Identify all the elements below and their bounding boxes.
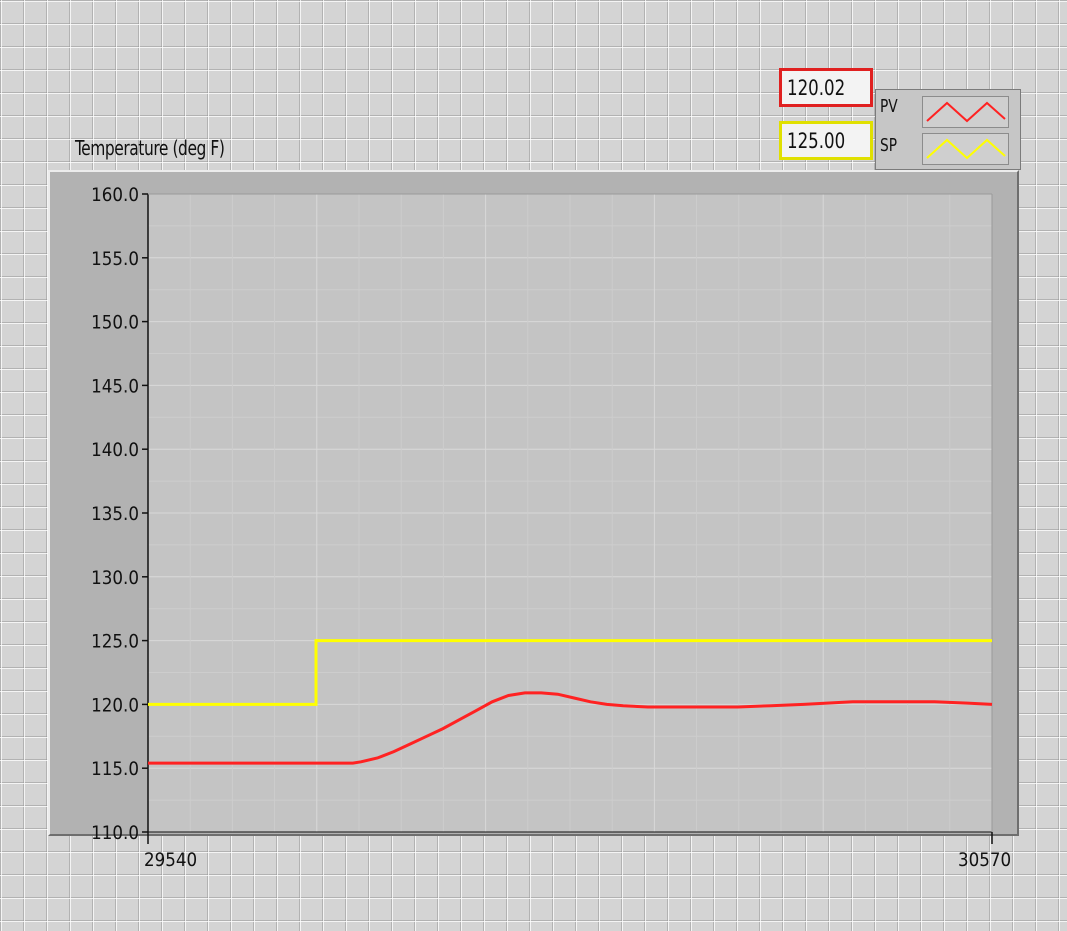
pv-swatch-icon — [926, 101, 1006, 123]
pv-value-indicator[interactable]: 120.02 — [779, 68, 873, 107]
y-tick-label: 130.0 — [91, 567, 139, 589]
legend-label-pv: PV — [880, 96, 898, 117]
y-tick-label: 110.0 — [91, 822, 139, 844]
y-tick-label: 160.0 — [91, 184, 139, 206]
series-line-sp — [148, 639, 992, 706]
series-line-pv — [148, 691, 993, 765]
y-tick-label: 135.0 — [91, 503, 139, 525]
y-tick-label: 115.0 — [91, 758, 139, 780]
chart-title: Temperature (deg F) — [75, 136, 225, 160]
y-tick-label: 150.0 — [91, 312, 139, 334]
sp-swatch-icon — [926, 138, 1006, 160]
x-tick-label: 29540 — [144, 849, 197, 871]
y-tick-label: 120.0 — [91, 694, 139, 716]
sp-value-text: 125.00 — [787, 129, 846, 153]
y-tick-label: 145.0 — [91, 375, 139, 397]
sp-value-indicator[interactable]: 125.00 — [779, 121, 873, 160]
legend-swatch-pv — [922, 96, 1009, 128]
legend-label-sp: SP — [880, 135, 898, 156]
x-tick-label: 30570 — [958, 849, 1011, 871]
plot-legend[interactable]: PV SP — [875, 89, 1021, 170]
y-tick-label: 155.0 — [91, 248, 139, 270]
y-tick-label: 140.0 — [91, 439, 139, 461]
y-tick-label: 125.0 — [91, 631, 139, 653]
legend-swatch-sp — [922, 133, 1009, 165]
pv-value-text: 120.02 — [787, 76, 846, 100]
